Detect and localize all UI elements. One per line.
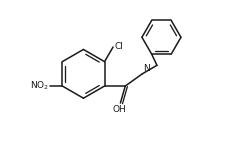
Text: NO$_2$: NO$_2$: [30, 80, 49, 92]
Text: Cl: Cl: [115, 42, 124, 51]
Text: N: N: [143, 64, 150, 73]
Text: OH: OH: [112, 105, 126, 114]
